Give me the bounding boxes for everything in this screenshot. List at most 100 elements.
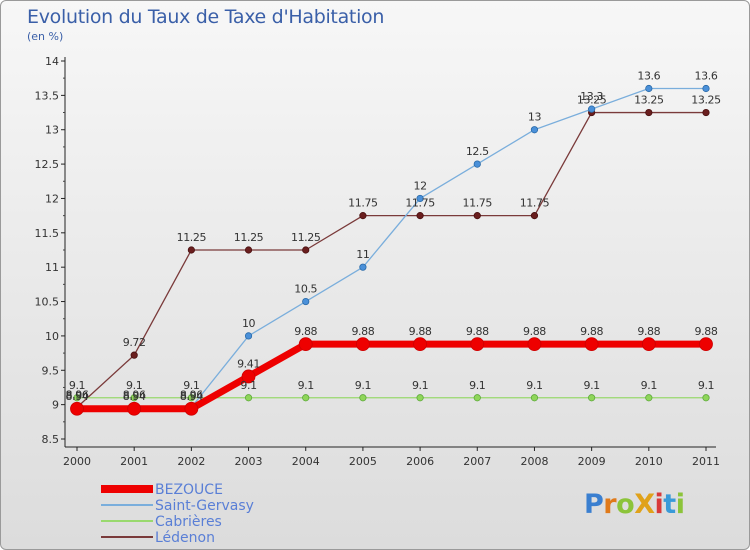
data-label-cabrieres: 9.1 — [355, 379, 371, 392]
x-tick-label: 2007 — [463, 455, 491, 468]
data-label-ledenon: 13.25 — [691, 94, 721, 107]
data-label-cabrieres: 9.1 — [183, 379, 199, 392]
data-point-bezouce — [127, 401, 142, 416]
data-label-saint-gervasy: 12.5 — [466, 145, 489, 158]
x-tick-label: 2002 — [177, 455, 205, 468]
data-label-ledenon: 11.75 — [405, 197, 435, 210]
data-label-saint-gervasy: 8.96 — [180, 388, 203, 401]
logo-letter: i — [654, 489, 664, 520]
data-point-cabrieres — [530, 394, 539, 402]
data-label-cabrieres: 9.1 — [298, 379, 314, 392]
data-label-ledenon: 8.96 — [66, 388, 89, 401]
data-label-saint-gervasy: 10.5 — [294, 283, 317, 296]
data-label-ledenon: 11.25 — [291, 231, 321, 244]
y-tick-label: 10.5 — [35, 296, 60, 309]
data-label-bezouce: 9.88 — [466, 325, 489, 338]
data-point-ledenon — [702, 108, 710, 117]
y-tick-label: 8.5 — [42, 433, 60, 446]
data-label-cabrieres: 9.1 — [69, 379, 85, 392]
legend-label-ledenon: Lédenon — [155, 530, 215, 546]
data-label-ledenon: 13.25 — [577, 94, 607, 107]
data-point-bezouce — [470, 337, 485, 352]
data-point-saint-gervasy — [473, 160, 481, 168]
data-label-ledenon: 13.25 — [634, 94, 664, 107]
x-tick-label: 2005 — [349, 455, 377, 468]
data-point-bezouce — [241, 369, 256, 384]
data-label-ledenon: 11.25 — [234, 231, 264, 244]
data-label-saint-gervasy: 13 — [528, 111, 542, 124]
data-point-ledenon — [187, 246, 195, 254]
x-tick-label: 2006 — [406, 455, 434, 468]
logo-letter: i — [675, 489, 685, 520]
x-tick-label: 2004 — [292, 455, 320, 468]
data-point-bezouce — [70, 401, 84, 416]
data-label-bezouce: 9.88 — [523, 325, 546, 338]
data-label-saint-gervasy: 10 — [242, 317, 256, 330]
data-label-bezouce: 9.88 — [294, 325, 317, 338]
data-label-cabrieres: 9.1 — [526, 379, 542, 392]
data-point-cabrieres — [244, 394, 253, 402]
data-point-ledenon — [530, 212, 539, 220]
data-label-bezouce: 9.88 — [695, 325, 718, 338]
data-point-ledenon — [416, 212, 424, 220]
data-label-ledenon: 11.75 — [348, 197, 378, 210]
data-label-bezouce: 8.94 — [180, 390, 203, 403]
data-label-cabrieres: 9.1 — [641, 379, 657, 392]
y-tick-label: 9 — [52, 399, 59, 412]
x-tick-label: 2010 — [635, 455, 663, 468]
x-tick-label: 2008 — [520, 455, 548, 468]
data-label-ledenon: 11.25 — [177, 231, 207, 244]
data-point-bezouce — [184, 401, 199, 416]
data-label-saint-gervasy: 13.6 — [637, 69, 660, 82]
data-label-ledenon: 11.75 — [520, 197, 550, 210]
data-point-saint-gervasy — [530, 126, 539, 134]
data-point-saint-gervasy — [302, 297, 310, 306]
data-point-ledenon — [244, 246, 253, 254]
x-tick-label: 2003 — [235, 455, 263, 468]
data-point-cabrieres — [588, 394, 596, 402]
data-label-saint-gervasy: 13.3 — [580, 90, 603, 103]
logo-letter: r — [603, 489, 617, 520]
data-label-cabrieres: 9.1 — [698, 379, 714, 392]
x-tick-label: 2000 — [63, 455, 91, 468]
y-tick-label: 11.5 — [35, 227, 60, 240]
logo-letter: X — [634, 489, 655, 520]
data-point-bezouce — [527, 337, 542, 352]
series-line-ledenon — [76, 111, 706, 408]
y-tick-label: 9.5 — [42, 364, 60, 377]
data-point-bezouce — [298, 337, 313, 352]
y-tick-label: 12 — [45, 192, 59, 205]
y-tick-label: 10 — [45, 330, 59, 343]
data-point-ledenon — [302, 246, 310, 254]
data-point-bezouce — [413, 337, 427, 352]
y-tick-label: 14 — [45, 55, 59, 68]
data-label-saint-gervasy: 8.96 — [66, 388, 89, 401]
data-label-cabrieres: 9.1 — [240, 379, 256, 392]
y-tick-label: 13.5 — [35, 89, 60, 102]
data-label-cabrieres: 9.1 — [469, 379, 485, 392]
data-label-bezouce: 8.94 — [123, 390, 146, 403]
data-label-saint-gervasy: 11 — [356, 248, 369, 261]
x-tick-label: 2009 — [578, 455, 606, 468]
data-point-bezouce — [641, 337, 656, 352]
logo-letter: o — [616, 489, 635, 520]
data-point-saint-gervasy — [645, 84, 653, 93]
data-label-bezouce: 8.94 — [66, 390, 89, 403]
data-point-bezouce — [356, 337, 370, 352]
data-point-cabrieres — [187, 394, 195, 402]
chart-title: Evolution du Taux de Taxe d'Habitation — [27, 6, 385, 28]
data-point-cabrieres — [302, 394, 310, 402]
y-tick-label: 12.5 — [35, 158, 60, 171]
data-label-bezouce: 9.88 — [351, 325, 374, 338]
data-label-bezouce: 9.88 — [637, 325, 660, 338]
data-point-cabrieres — [359, 394, 367, 402]
logo-letter: P — [584, 489, 604, 520]
data-point-cabrieres — [130, 394, 138, 402]
legend-label-saint-gervasy: Saint-Gervasy — [155, 498, 254, 514]
data-label-bezouce: 9.88 — [580, 325, 603, 338]
data-point-cabrieres — [645, 394, 653, 402]
data-label-ledenon: 11.75 — [463, 197, 493, 210]
data-label-cabrieres: 9.1 — [412, 379, 428, 392]
data-label-ledenon: 9.72 — [123, 336, 146, 349]
